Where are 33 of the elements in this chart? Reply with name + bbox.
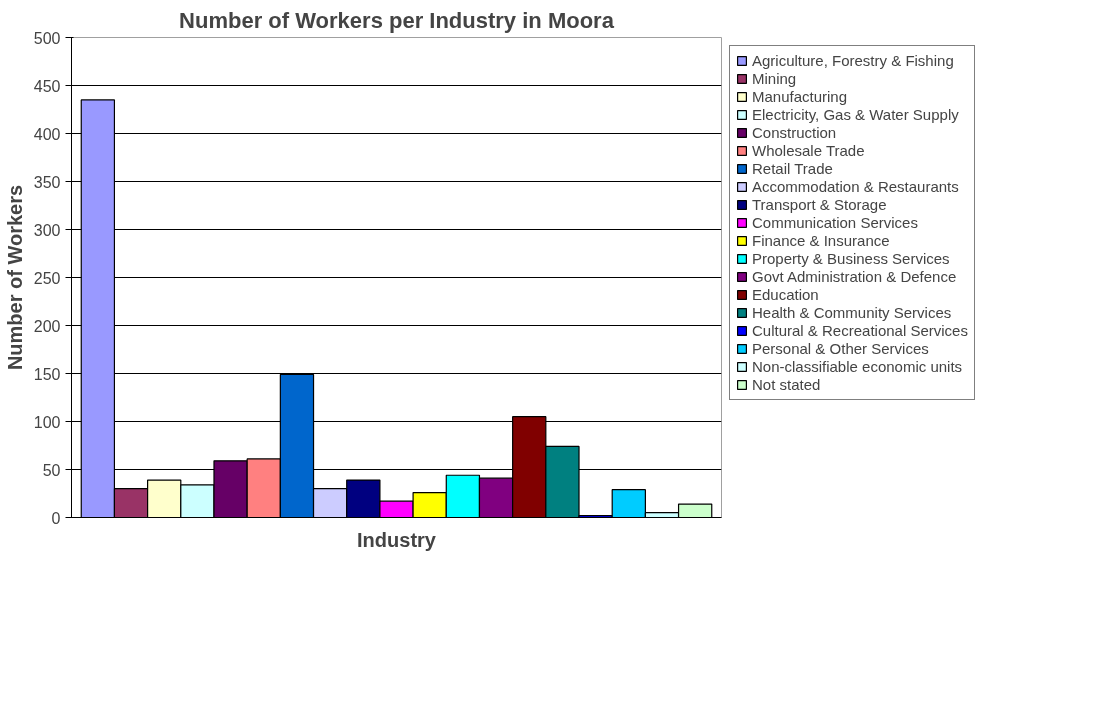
y-tick-label: 300 [33, 221, 61, 239]
y-tick-label: 450 [33, 77, 61, 95]
legend-label: Agriculture, Forestry & Fishing [752, 52, 954, 69]
legend-label: Govt Administration & Defence [752, 268, 957, 285]
y-axis-title: Number of Workers [3, 184, 26, 371]
y-tick-label: 400 [33, 125, 61, 143]
legend-label: Not stated [752, 376, 821, 393]
y-tick-label: 50 [42, 461, 61, 479]
legend-label: Communication Services [752, 214, 918, 231]
legend-label: Wholesale Trade [752, 142, 865, 159]
legend-label: Cultural & Recreational Services [752, 322, 968, 339]
y-tick-label: 150 [33, 365, 61, 383]
legend-label: Retail Trade [752, 160, 833, 177]
y-tick-label: 200 [33, 317, 61, 335]
y-tick-label: 0 [51, 509, 61, 527]
y-tick-label: 500 [33, 29, 61, 47]
legend-label: Property & Business Services [752, 250, 950, 267]
legend-label: Health & Community Services [752, 304, 952, 321]
y-tick-label: 100 [33, 413, 61, 431]
y-tick-label: 250 [33, 269, 61, 287]
legend-label: Accommodation & Restaurants [752, 178, 959, 195]
legend-label: Electricity, Gas & Water Supply [752, 106, 959, 123]
y-tick-label: 350 [33, 173, 61, 191]
legend-label: Mining [752, 70, 797, 87]
legend-label: Non-classifiable economic units [752, 358, 963, 375]
legend-label: Education [752, 286, 819, 303]
legend-label: Finance & Insurance [752, 232, 890, 249]
chart-title: Number of Workers per Industry in Moora [179, 7, 615, 33]
legend-label: Manufacturing [752, 88, 848, 105]
legend-label: Personal & Other Services [752, 340, 929, 357]
legend-label: Transport & Storage [752, 196, 887, 213]
legend-label: Construction [752, 124, 837, 141]
x-axis-title: Industry [357, 528, 437, 551]
